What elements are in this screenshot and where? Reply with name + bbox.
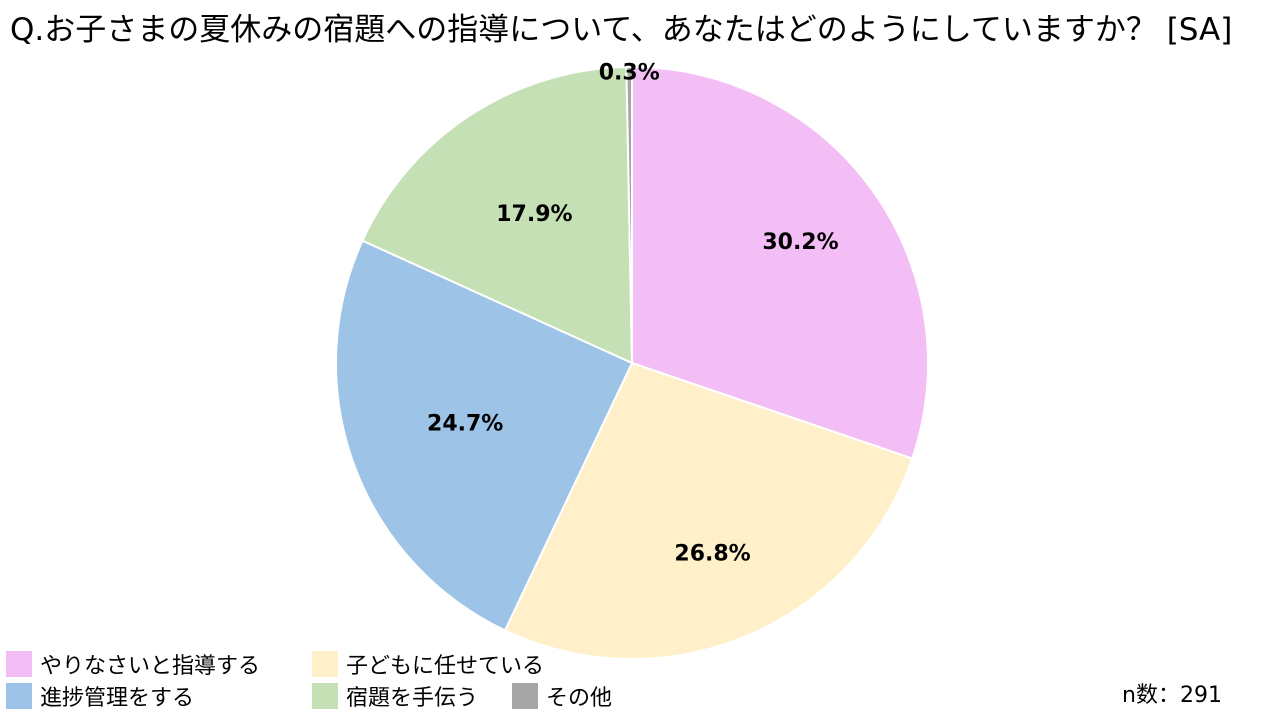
- legend-label: やりなさいと指導する: [40, 654, 261, 679]
- data-label-sonota: 0.3%: [599, 60, 660, 85]
- legend-item-sonota: その他: [512, 680, 612, 712]
- legend-swatch-yarinasai: [6, 651, 32, 677]
- chart-title: Q.お子さまの夏休みの宿題への指導について、あなたはどのようにしていますか？ […: [10, 12, 1233, 48]
- pie-slice-yarinasai: [631, 65, 929, 460]
- data-label-shinchoku: 24.7%: [427, 412, 503, 437]
- legend-label: 子どもに任せている: [346, 654, 545, 679]
- data-label-makaseteiru: 26.8%: [674, 541, 750, 566]
- legend-swatch-makaseteiru: [312, 651, 338, 677]
- sample-size: n数：291: [1122, 683, 1222, 708]
- legend-label: 進捗管理をする: [40, 686, 195, 711]
- pie-slice-sonota: [625, 65, 633, 364]
- data-label-tetsudau: 17.9%: [496, 202, 572, 227]
- pie-slice-shinchoku: [335, 239, 634, 632]
- legend-item-makaseteiru: 子どもに任せている: [312, 648, 544, 680]
- legend-label: その他: [546, 686, 613, 711]
- pie-slice-makaseteiru: [503, 361, 914, 660]
- legend-item-yarinasai: やりなさいと指導する: [6, 648, 260, 680]
- legend-swatch-tetsudau: [312, 683, 338, 709]
- data-label-yarinasai: 30.2%: [762, 230, 838, 255]
- pie-slice-tetsudau: [361, 66, 634, 365]
- legend-swatch-shinchoku: [6, 683, 32, 709]
- legend-item-shinchoku: 進捗管理をする: [6, 680, 194, 712]
- legend-item-tetsudau: 宿題を手伝う: [312, 680, 478, 712]
- legend-label: 宿題を手伝う: [346, 686, 479, 711]
- legend-swatch-sonota: [512, 683, 538, 709]
